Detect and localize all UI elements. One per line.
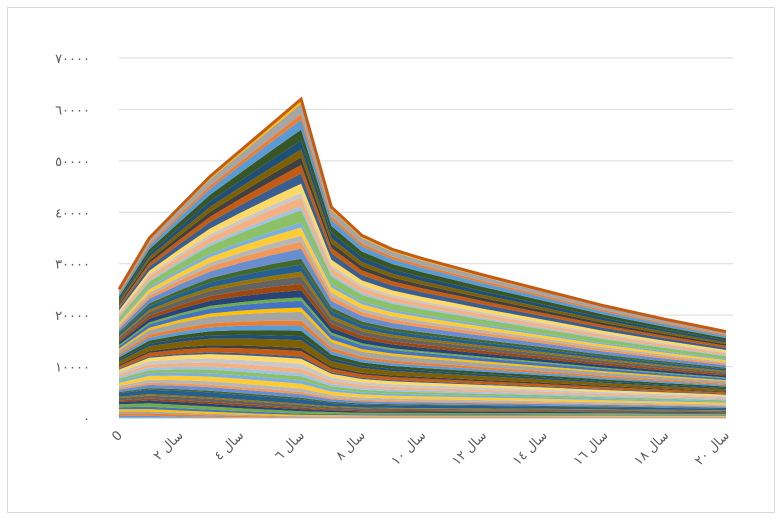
x-tick-label: سال ٨ — [333, 428, 369, 464]
x-tick-label: سال ٦ — [272, 428, 308, 464]
series-area — [119, 406, 726, 416]
y-tick-label: ٤٠٠٠٠ — [55, 206, 90, 221]
series-area — [119, 388, 726, 409]
series-area — [119, 411, 726, 417]
x-tick-label: 0 — [109, 428, 125, 444]
y-tick-label: ٧٠٠٠٠ — [55, 52, 90, 67]
y-tick-label: ٦٠٠٠٠ — [55, 103, 90, 118]
series-area — [119, 394, 726, 411]
x-tick-label: سال ١٢ — [449, 428, 490, 469]
series-area — [119, 338, 726, 392]
series-top-outline — [117, 96, 727, 334]
series-area — [119, 382, 726, 407]
y-tick-label: ٢٠٠٠٠ — [55, 309, 90, 324]
series-area — [119, 403, 726, 415]
x-tick-label: سال ١٨ — [632, 428, 673, 469]
series-area — [119, 369, 726, 402]
series-area — [119, 330, 726, 388]
series-area — [119, 379, 726, 406]
x-tick-label: سال ٢ — [151, 428, 187, 464]
x-tick-label: سال ١٠ — [389, 428, 430, 469]
series-area — [119, 347, 726, 394]
x-tick-label: سال ١٤ — [510, 428, 551, 469]
series-area — [119, 400, 726, 414]
series-area — [119, 362, 726, 400]
series-area — [119, 384, 726, 408]
series-area — [119, 398, 726, 413]
series-area — [119, 395, 726, 412]
series-area — [119, 389, 726, 411]
series-area — [119, 375, 726, 405]
x-tick-label: سال ٤ — [212, 428, 248, 464]
y-tick-label: ٣٠٠٠٠ — [55, 258, 90, 273]
x-tick-label: سال ٢٠ — [692, 428, 733, 469]
chart-area: ٠ ١٠٠٠٠ ٢٠٠٠٠ ٣٠٠٠٠ ٤٠٠٠٠ ٥٠٠٠٠ ٦٠٠٠٠ ٧٠٠٠٠ 0 سال… — [7, 7, 775, 513]
series-area — [119, 358, 726, 398]
series-area — [119, 409, 726, 417]
series-area — [119, 413, 726, 418]
y-tick-label: ٠ — [83, 412, 90, 427]
stacked-area-chart: ٠ ١٠٠٠٠ ٢٠٠٠٠ ٣٠٠٠٠ ٤٠٠٠٠ ٥٠٠٠٠ ٦٠٠٠٠ ٧٠٠٠٠ 0 سال… — [55, 52, 733, 469]
series-area — [119, 372, 726, 403]
series-area — [119, 354, 726, 397]
x-tick-label: سال ١٦ — [571, 428, 612, 469]
y-tick-label: ٥٠٠٠٠ — [55, 155, 90, 170]
y-tick-label: ١٠٠٠٠ — [55, 361, 90, 376]
series-area — [119, 334, 726, 390]
